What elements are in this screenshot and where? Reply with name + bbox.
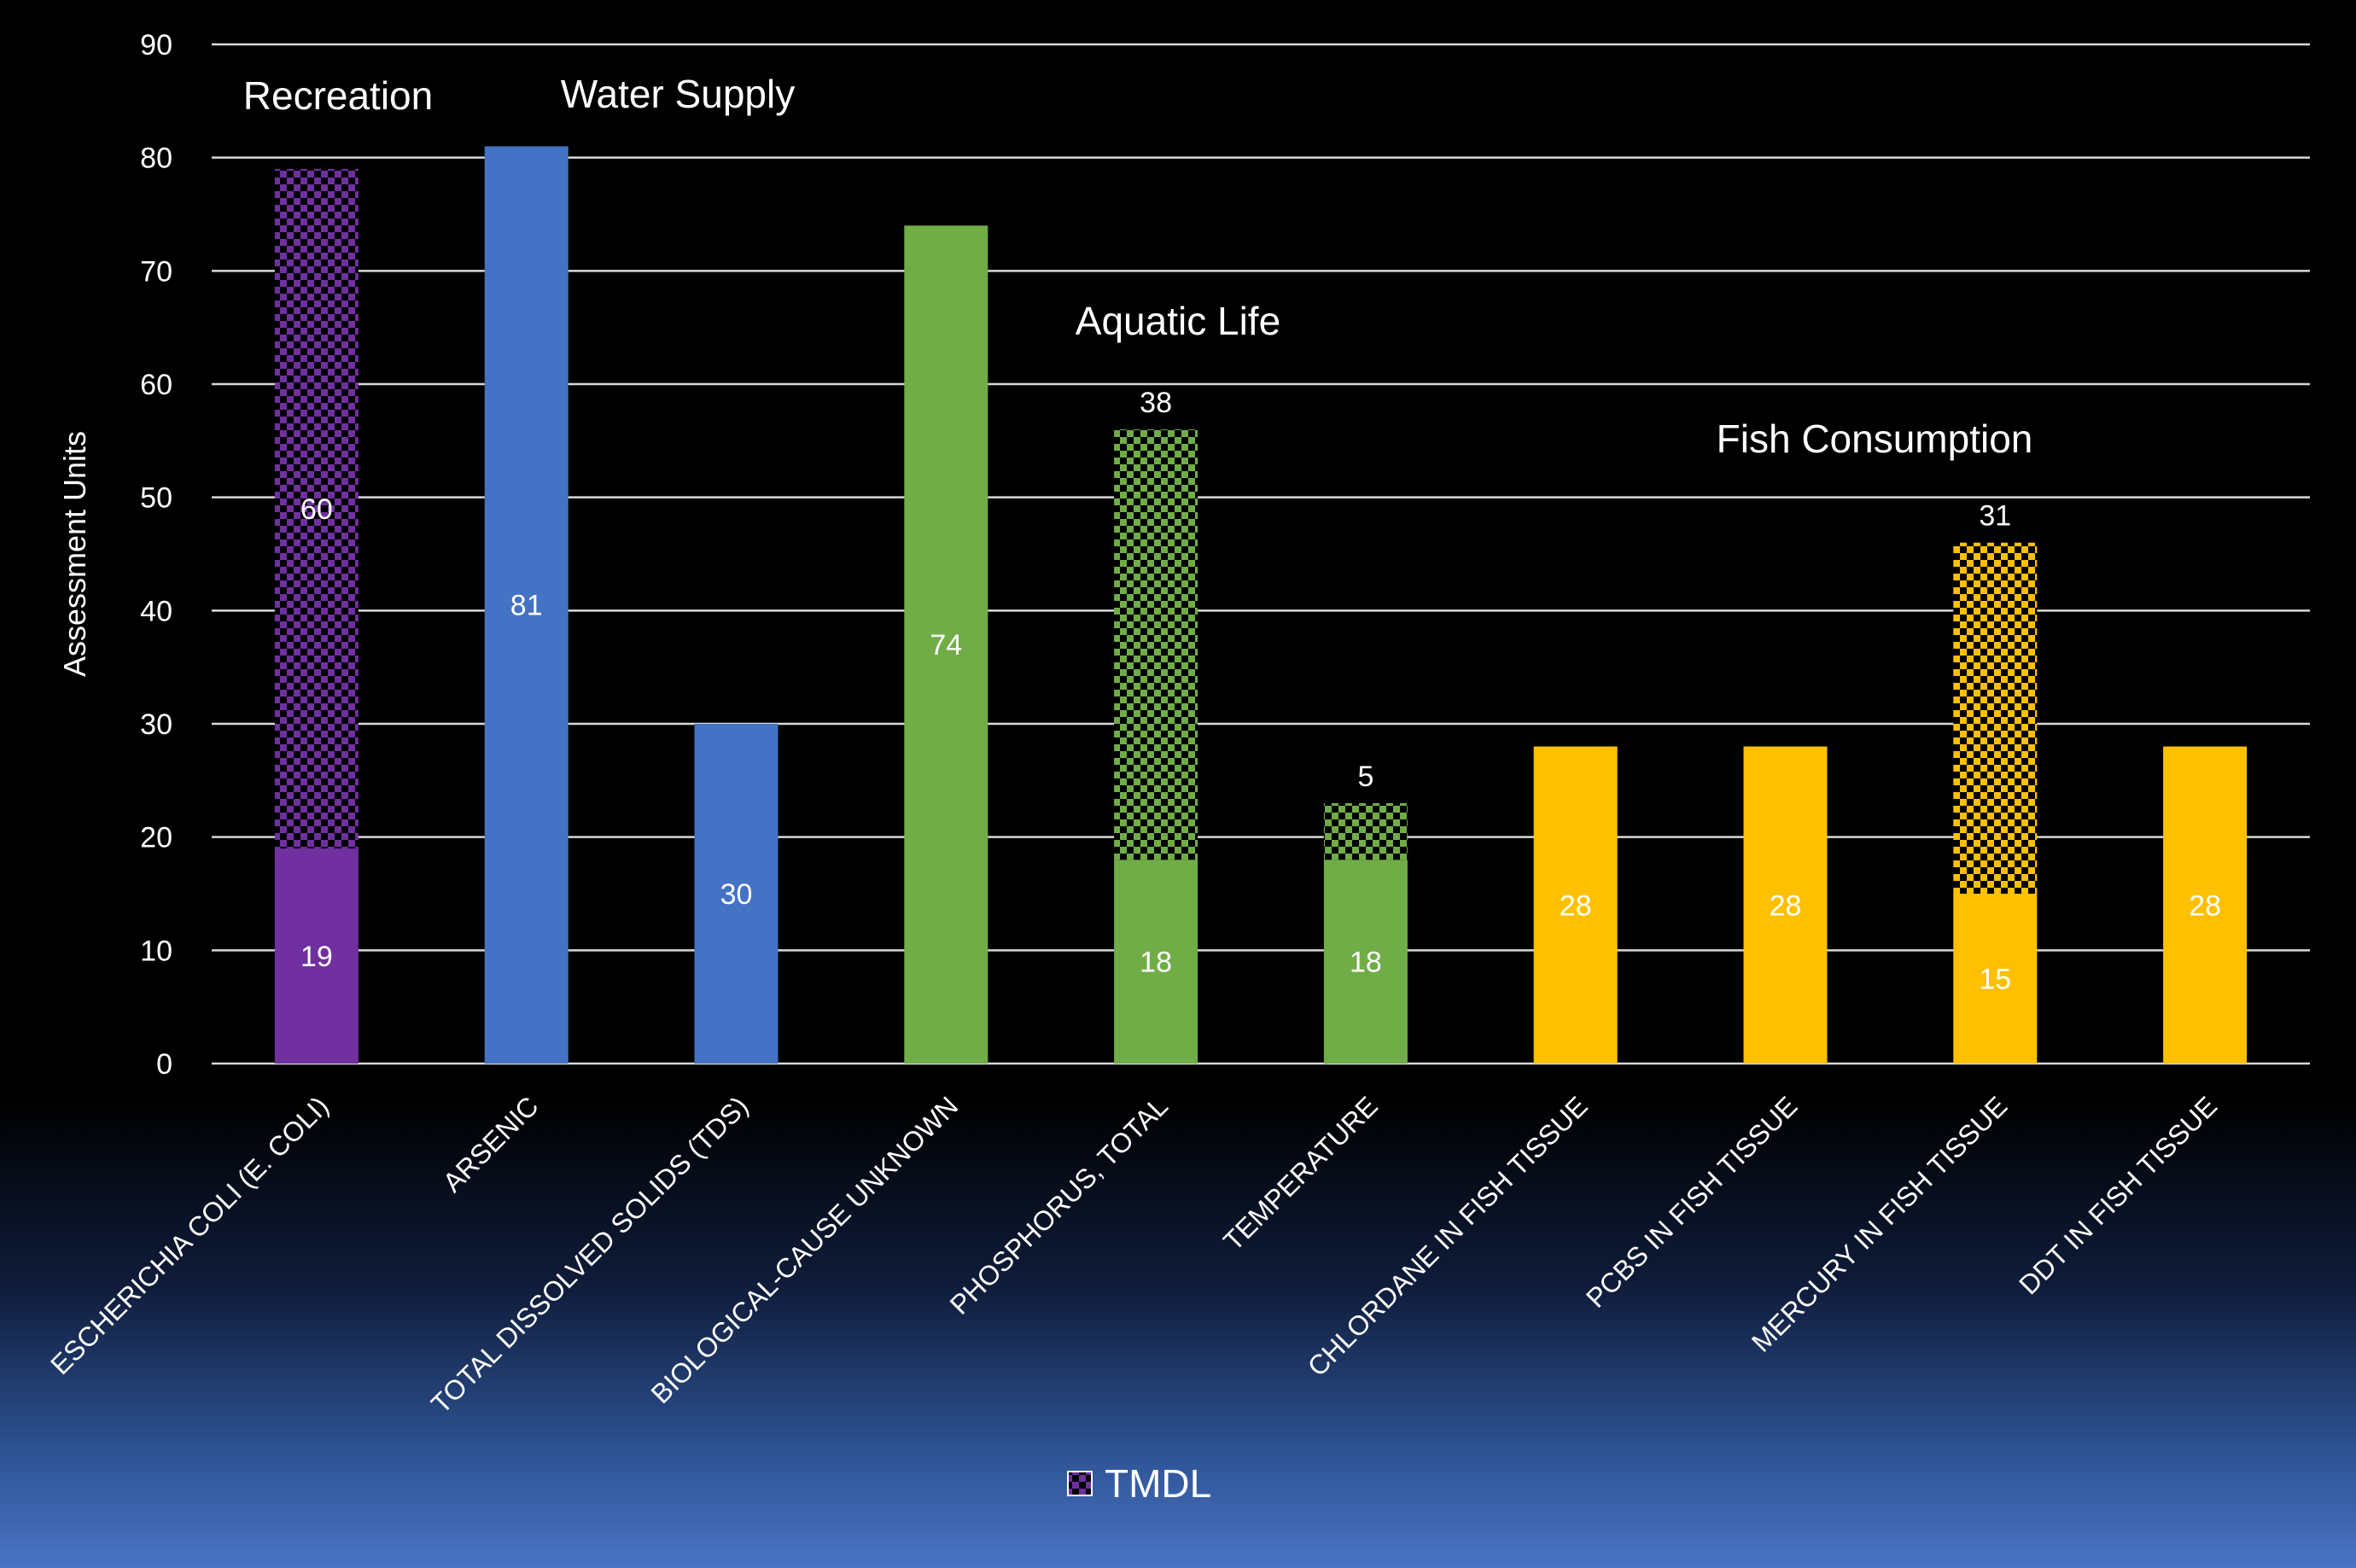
- group-label: Water Supply: [561, 72, 795, 116]
- bar-tmdl: [1114, 429, 1198, 860]
- bar-base: [274, 848, 359, 1064]
- legend-label-tmdl: TMDL: [1105, 1461, 1211, 1506]
- bar-tmdl: [1953, 542, 2038, 894]
- bars: [274, 146, 2248, 1064]
- x-category-label: ARSENIC: [437, 1090, 545, 1198]
- bar-base: [1533, 746, 1618, 1064]
- bar-base: [1114, 860, 1198, 1064]
- bar-base: [904, 225, 988, 1064]
- data-label: 18: [1140, 947, 1172, 979]
- data-label: 15: [1979, 964, 2011, 996]
- data-label-tmdl: 38: [1140, 387, 1172, 419]
- bar-base: [694, 724, 779, 1064]
- y-tick-label: 10: [140, 935, 172, 967]
- bar-base: [1323, 860, 1408, 1064]
- bar-base: [484, 146, 569, 1064]
- x-category-label: MERCURY IN FISH TISSUE: [1746, 1090, 2013, 1357]
- x-category-label: ESCHERICHIA COLI (E. COLI): [44, 1090, 335, 1380]
- data-label-tmdl: 60: [300, 493, 333, 526]
- x-category-label: PHOSPHORUS, TOTAL: [944, 1090, 1174, 1320]
- x-category-label: TEMPERATURE: [1217, 1090, 1384, 1256]
- bar-base: [1743, 746, 1828, 1064]
- group-label: Aquatic Life: [1076, 299, 1280, 343]
- data-label: 28: [2189, 889, 2221, 922]
- x-category-label: DDT IN FISH TISSUE: [2013, 1090, 2223, 1300]
- y-tick-label: 80: [140, 143, 172, 175]
- y-tick-label: 40: [140, 595, 172, 627]
- bar-base: [2163, 746, 2248, 1064]
- data-label: 28: [1560, 889, 1592, 922]
- legend-swatch-pattern: [1069, 1472, 1091, 1495]
- bar-tmdl: [1323, 802, 1408, 860]
- legend: TMDL: [1067, 1461, 1211, 1506]
- data-labels: 19 60 81 30 74 18 38 18 5 28 28 15 31 28: [300, 387, 2221, 995]
- group-label: Recreation: [243, 73, 433, 118]
- y-tick-label: 90: [140, 29, 172, 61]
- y-axis-ticks: 0 10 20 30 40 50 60 70 80 90: [140, 29, 172, 1081]
- y-tick-label: 70: [140, 255, 172, 288]
- y-tick-label: 0: [156, 1048, 172, 1081]
- group-label: Fish Consumption: [1717, 417, 2033, 461]
- data-label: 30: [720, 878, 753, 911]
- group-labels: Recreation Water Supply Aquatic Life Fish C…: [243, 72, 2033, 461]
- bar-tmdl: [274, 168, 359, 848]
- y-tick-label: 60: [140, 369, 172, 401]
- data-label: 19: [300, 941, 333, 973]
- data-label: 74: [930, 629, 962, 662]
- data-label: 81: [510, 590, 543, 622]
- data-label: 18: [1350, 947, 1382, 979]
- x-category-label: PCBS IN FISH TISSUE: [1580, 1090, 1803, 1313]
- y-tick-label: 50: [140, 482, 172, 515]
- data-label-tmdl: 31: [1979, 500, 2011, 533]
- data-label-tmdl: 5: [1357, 761, 1373, 793]
- y-axis-title: Assessment Units: [57, 431, 92, 677]
- bar-base: [1953, 894, 2038, 1064]
- y-tick-label: 30: [140, 708, 172, 741]
- data-label: 28: [1770, 889, 1802, 922]
- y-tick-label: 20: [140, 822, 172, 854]
